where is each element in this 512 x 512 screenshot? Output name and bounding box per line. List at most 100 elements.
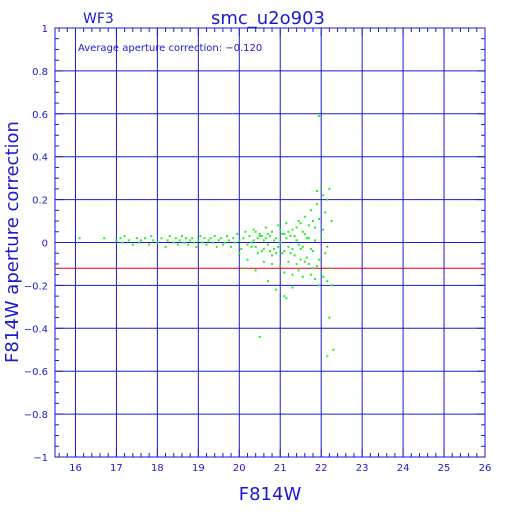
data-point (252, 228, 255, 231)
data-point (119, 237, 122, 240)
y-tick-label: −0.2 (24, 281, 48, 292)
data-point (203, 237, 206, 240)
data-point (271, 230, 274, 233)
data-point (242, 237, 245, 240)
data-point (314, 226, 317, 229)
data-point (168, 235, 171, 238)
data-point (185, 237, 188, 240)
data-point (303, 232, 306, 235)
data-point (189, 239, 192, 242)
data-point (318, 284, 321, 287)
data-point (285, 222, 288, 225)
y-tick-label: −0.4 (24, 324, 48, 335)
chart-title: smc_u2o903 (211, 8, 325, 29)
data-point (285, 237, 288, 240)
data-point (318, 114, 321, 117)
data-point (103, 237, 106, 240)
data-point (279, 241, 282, 244)
data-point (305, 237, 308, 240)
data-point (320, 235, 323, 238)
data-point (297, 220, 300, 223)
data-point (187, 243, 190, 246)
data-point (320, 271, 323, 274)
data-point (256, 252, 259, 255)
data-point (262, 247, 265, 250)
data-point (287, 230, 290, 233)
data-point (289, 252, 292, 255)
data-point (258, 232, 261, 235)
x-tick-label: 19 (192, 463, 205, 474)
data-point (314, 239, 317, 242)
data-point (240, 247, 243, 250)
data-point (291, 273, 294, 276)
data-point (254, 245, 257, 248)
data-point (205, 243, 208, 246)
data-point (281, 252, 284, 255)
data-point (322, 275, 325, 278)
data-point (277, 245, 280, 248)
data-point (328, 267, 331, 270)
data-point (172, 241, 175, 244)
y-tick-label: −0.8 (24, 410, 48, 421)
data-point (260, 250, 263, 253)
data-point (324, 252, 327, 255)
data-point (301, 275, 304, 278)
data-point (291, 286, 294, 289)
data-point (297, 243, 300, 246)
data-point (291, 228, 294, 231)
data-point (254, 269, 257, 272)
data-point (297, 269, 300, 272)
data-point (307, 262, 310, 265)
data-point (244, 230, 247, 233)
data-point (246, 243, 249, 246)
data-point (144, 237, 147, 240)
data-point (152, 239, 155, 242)
data-point (279, 228, 282, 231)
data-point (234, 241, 237, 244)
y-tick-label: 0.8 (32, 67, 48, 78)
data-point (160, 237, 163, 240)
data-point (209, 237, 212, 240)
data-point (312, 267, 314, 270)
data-point (199, 235, 202, 238)
data-point (326, 355, 329, 358)
data-point (309, 209, 312, 212)
data-point (307, 237, 310, 240)
grid (55, 28, 485, 457)
data-point (215, 245, 218, 248)
data-point (213, 235, 216, 238)
x-tick-label: 17 (110, 463, 123, 474)
data-point (226, 235, 228, 238)
data-point (228, 239, 231, 242)
data-point (236, 232, 239, 235)
data-point (281, 232, 284, 235)
x-tick-label: 22 (315, 463, 328, 474)
data-point (211, 241, 214, 244)
data-point (322, 194, 325, 197)
data-point (301, 230, 304, 233)
data-point (191, 237, 194, 240)
data-point (299, 247, 302, 250)
data-point (283, 271, 286, 274)
data-point (277, 224, 280, 227)
data-point (330, 220, 333, 223)
data-point (135, 237, 138, 240)
data-point (275, 288, 278, 291)
data-point (174, 237, 177, 240)
data-point (328, 187, 331, 190)
data-point (279, 265, 282, 268)
data-point (183, 241, 185, 244)
data-point (291, 247, 294, 250)
data-point (287, 245, 290, 248)
data-point (178, 239, 181, 242)
x-tick-label: 16 (69, 463, 82, 474)
data-point (303, 260, 306, 263)
data-point (180, 235, 183, 238)
x-axis-label: F814W (239, 484, 302, 505)
data-point (293, 254, 296, 257)
data-point (330, 284, 333, 287)
data-point (232, 237, 235, 240)
data-point (254, 230, 257, 233)
data-point (269, 250, 271, 253)
